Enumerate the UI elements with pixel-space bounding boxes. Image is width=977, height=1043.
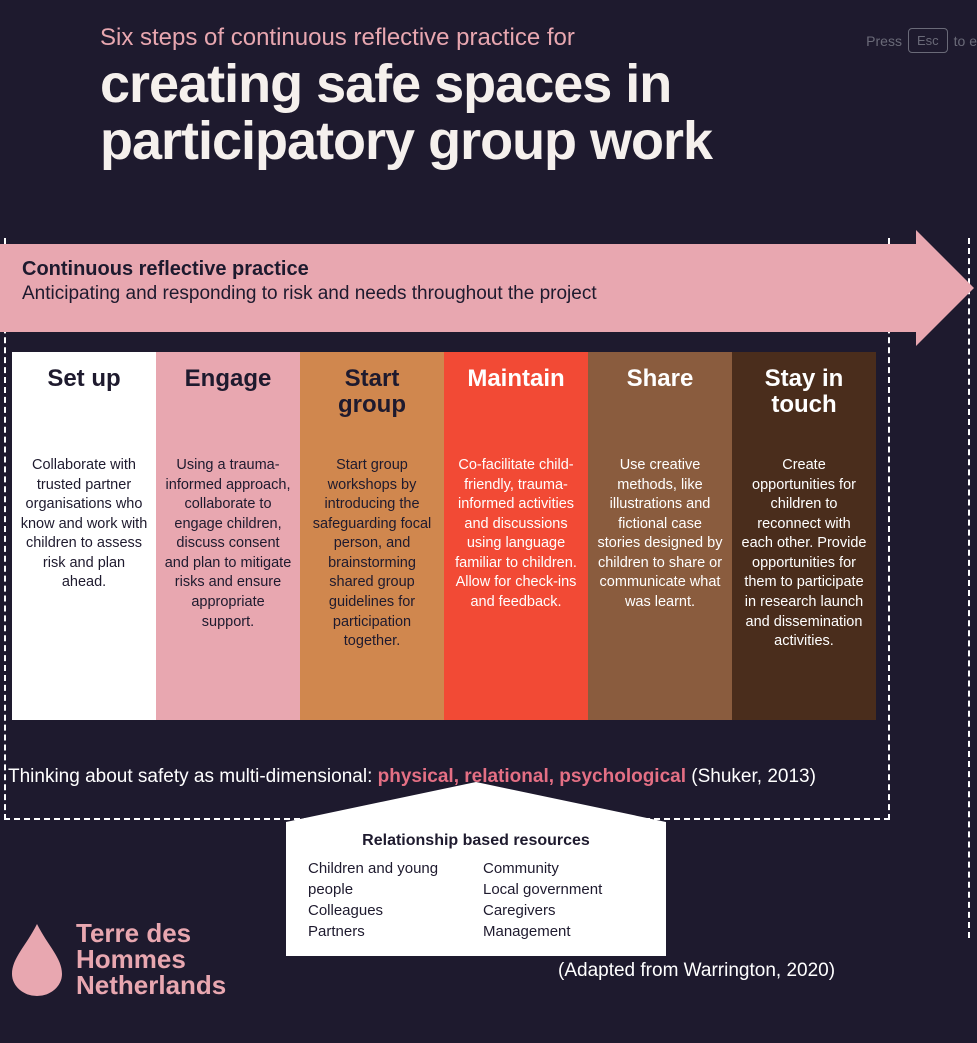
step-body: Use creative methods, like illustrations… — [596, 456, 724, 613]
step-title: Set up — [20, 366, 148, 432]
resources-col-2: CommunityLocal governmentCaregiversManag… — [483, 858, 644, 942]
step-body: Using a trauma-informed approach, collab… — [164, 456, 292, 632]
resource-item: Caregivers — [483, 900, 644, 921]
step-5: Share Use creative methods, like illustra… — [588, 352, 732, 720]
resources-title: Relationship based resources — [308, 832, 644, 850]
step-6: Stay in touch Create opportunities for ch… — [732, 352, 876, 720]
step-4: Maintain Co-facilitate child-friendly, tr… — [444, 352, 588, 720]
esc-key[interactable]: Esc — [908, 28, 948, 53]
resources-columns: Children and young peopleColleaguesPartn… — [308, 858, 644, 942]
steps-row: Set up Collaborate with trusted partner o… — [12, 352, 876, 720]
esc-press: Press — [866, 33, 902, 49]
safety-suffix: (Shuker, 2013) — [686, 766, 816, 787]
main-title: creating safe spaces in participatory gr… — [100, 56, 880, 169]
esc-tail: to e — [954, 33, 977, 49]
resources-box: Relationship based resources Children an… — [286, 822, 666, 956]
step-2: Engage Using a trauma-informed approach, … — [156, 352, 300, 720]
step-body: Collaborate with trusted partner organis… — [20, 456, 148, 593]
step-body: Start group workshops by introducing the… — [308, 456, 436, 652]
logo-drop-icon — [8, 922, 66, 996]
logo: Terre des Hommes Netherlands — [8, 920, 226, 998]
arrow-body: Continuous reflective practice Anticipat… — [0, 244, 916, 332]
step-title: Start group — [308, 366, 436, 432]
step-3: Start group Start group workshops by intr… — [300, 352, 444, 720]
resource-item: Local government — [483, 879, 644, 900]
logo-line2: Hommes — [76, 946, 226, 972]
step-title: Engage — [164, 366, 292, 432]
step-title: Share — [596, 366, 724, 432]
resource-item: Management — [483, 921, 644, 942]
arrow-subtitle: Anticipating and responding to risk and … — [22, 283, 896, 305]
logo-line1: Terre des — [76, 920, 226, 946]
resource-item: Children and young people — [308, 858, 469, 900]
arrow-band: Continuous reflective practice Anticipat… — [0, 244, 977, 332]
resources-triangle-icon — [286, 782, 666, 822]
step-body: Create opportunities for children to rec… — [740, 456, 868, 652]
step-1: Set up Collaborate with trusted partner o… — [12, 352, 156, 720]
logo-text: Terre des Hommes Netherlands — [76, 920, 226, 998]
arrow-title: Continuous reflective practice — [22, 258, 896, 281]
arrow-head-icon — [916, 230, 974, 346]
step-title: Stay in touch — [740, 366, 868, 432]
resource-item: Community — [483, 858, 644, 879]
resources-col-1: Children and young peopleColleaguesPartn… — [308, 858, 469, 942]
logo-line3: Netherlands — [76, 972, 226, 998]
resource-item: Colleagues — [308, 900, 469, 921]
esc-hint: Press Esc to e — [866, 28, 977, 53]
step-title: Maintain — [452, 366, 580, 432]
resource-item: Partners — [308, 921, 469, 942]
step-body: Co-facilitate child-friendly, trauma-inf… — [452, 456, 580, 613]
pretitle: Six steps of continuous reflective pract… — [100, 24, 880, 52]
adapted-credit: (Adapted from Warrington, 2020) — [558, 960, 835, 982]
header: Six steps of continuous reflective pract… — [0, 0, 880, 169]
resources-body: Relationship based resources Children an… — [286, 822, 666, 956]
